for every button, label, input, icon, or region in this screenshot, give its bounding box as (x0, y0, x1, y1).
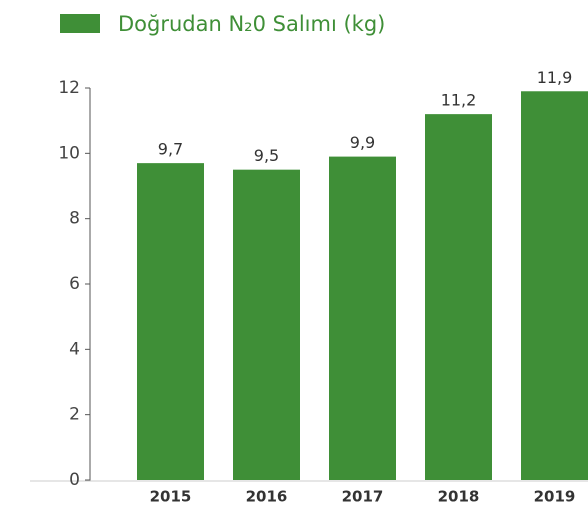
x-tick-label: 2016 (246, 488, 288, 506)
data-label: 11,2 (441, 91, 477, 110)
y-tick-label: 8 (69, 209, 80, 229)
x-tick-label: 2017 (342, 488, 384, 506)
bar (137, 163, 204, 480)
bar (521, 91, 588, 481)
y-tick-label: 4 (69, 339, 80, 359)
bar (233, 169, 300, 480)
bar (329, 156, 396, 480)
x-tick-label: 2015 (150, 488, 192, 506)
data-label: 9,5 (254, 146, 279, 165)
bar (425, 114, 492, 480)
legend-swatch (60, 14, 100, 33)
data-label: 9,7 (158, 140, 183, 159)
y-tick-label: 6 (69, 274, 80, 294)
y-tick-label: 2 (69, 405, 80, 425)
y-tick-label: 12 (58, 78, 80, 98)
y-tick-label: 10 (58, 143, 80, 163)
y-tick-label: 0 (69, 470, 80, 490)
data-label: 9,9 (350, 133, 375, 152)
x-tick-label: 2018 (438, 488, 480, 506)
x-tick-label: 2019 (534, 488, 576, 506)
legend-label: Doğrudan N₂0 Salımı (kg) (118, 12, 385, 36)
data-label: 11,9 (537, 68, 573, 87)
